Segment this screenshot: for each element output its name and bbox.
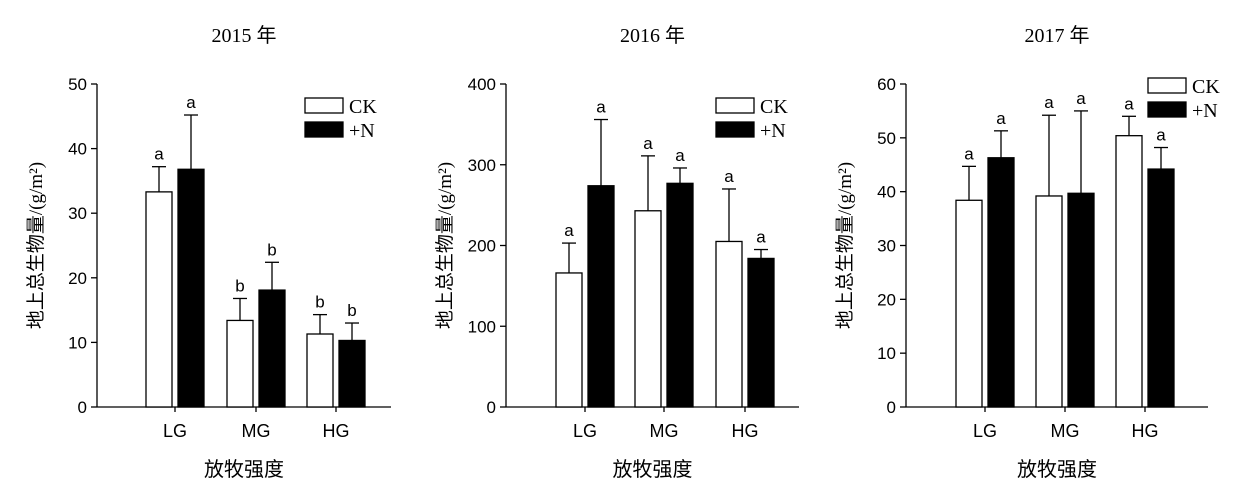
y-axis-label: 地上总生物量/(g/m²) <box>25 162 47 329</box>
significance-label: b <box>315 293 324 312</box>
bar-ck-lg <box>145 191 173 408</box>
significance-label: a <box>564 221 574 240</box>
x-axis-label: 放牧强度 <box>613 458 693 481</box>
legend-swatch-ck <box>1147 77 1187 94</box>
x-tick-label: MG <box>1051 421 1080 441</box>
significance-label: a <box>596 98 606 117</box>
legend: CK+N <box>1147 76 1220 122</box>
x-tick-label: LG <box>573 421 597 441</box>
y-tick-label: 400 <box>468 75 496 94</box>
significance-label: a <box>1124 94 1134 113</box>
y-axis-label: 地上总生物量/(g/m²) <box>434 162 456 329</box>
legend-swatch-ck <box>715 97 755 114</box>
significance-label: a <box>643 134 653 153</box>
bar-ck-hg <box>306 333 334 408</box>
y-tick-label: 50 <box>68 75 87 94</box>
y-tick-label: 40 <box>68 140 87 159</box>
bar-n-lg <box>587 185 615 408</box>
legend-label: CK <box>760 96 788 118</box>
chart-panel-2: 2016 年 0 100 200 300 400 地上总生物量/(g/m²) LG MG HG 放牧… <box>434 24 799 481</box>
significance-label: a <box>964 144 974 163</box>
x-tick-label: LG <box>973 421 997 441</box>
y-tick-label: 10 <box>68 333 87 352</box>
significance-label: a <box>154 145 164 164</box>
legend-label: +N <box>760 120 786 142</box>
x-tick-label: HG <box>323 421 350 441</box>
y-tick-label: 0 <box>887 398 896 417</box>
y-tick-label: 30 <box>68 204 87 223</box>
y-tick-label: 0 <box>78 398 87 417</box>
significance-label: b <box>235 276 244 295</box>
legend: CK+N <box>715 96 788 142</box>
bar-ck-hg <box>715 240 743 408</box>
significance-label: a <box>756 228 766 247</box>
significance-label: a <box>675 146 685 165</box>
legend-label: CK <box>1192 76 1220 98</box>
bar-n-hg <box>747 257 775 408</box>
legend: CK+N <box>304 96 377 142</box>
y-axis-label: 地上总生物量/(g/m²) <box>834 162 856 329</box>
x-tick-label: HG <box>1132 421 1159 441</box>
legend-swatch-n <box>304 121 344 138</box>
legend-label: +N <box>349 120 375 142</box>
bar-n-mg <box>1067 192 1095 408</box>
significance-label: a <box>186 93 196 112</box>
bar-n-hg <box>338 339 366 408</box>
chart-title: 2017 年 <box>1025 24 1090 47</box>
y-tick-label: 40 <box>877 183 896 202</box>
y-tick-label: 0 <box>487 398 496 417</box>
bar-n-hg <box>1147 168 1175 408</box>
y-tick-label: 60 <box>877 75 896 94</box>
y-tick-label: 100 <box>468 317 496 336</box>
bar-ck-mg <box>1035 195 1063 408</box>
significance-label: a <box>1156 126 1166 145</box>
x-axis-label: 放牧强度 <box>204 458 284 481</box>
chart-panel-1: 2015 年 0 10 20 30 40 50 地上总生物量/(g/m²) LG MG HG 放牧强度… <box>25 24 391 481</box>
legend-label: +N <box>1192 100 1218 122</box>
significance-label: a <box>724 167 734 186</box>
significance-label: a <box>1076 89 1086 108</box>
x-tick-label: HG <box>732 421 759 441</box>
bar-n-mg <box>258 289 286 408</box>
chart-panel-3: 2017 年 0 10 20 30 40 50 60 地上总生物量/(g/m²) LG MG HG 放牧… <box>834 24 1220 481</box>
legend-swatch-n <box>715 121 755 138</box>
x-tick-label: LG <box>163 421 187 441</box>
bar-ck-mg <box>634 210 662 408</box>
bar-n-mg <box>666 182 694 408</box>
bar-ck-lg <box>955 199 983 408</box>
bar-ck-lg <box>555 272 583 408</box>
y-tick-label: 20 <box>68 269 87 288</box>
y-tick-label: 200 <box>468 237 496 256</box>
bar-ck-hg <box>1115 135 1143 408</box>
x-tick-label: MG <box>242 421 271 441</box>
y-tick-label: 30 <box>877 237 896 256</box>
legend-label: CK <box>349 96 377 118</box>
bar-n-lg <box>987 157 1015 408</box>
chart-title: 2015 年 <box>212 24 277 47</box>
y-tick-label: 300 <box>468 156 496 175</box>
y-tick-label: 20 <box>877 290 896 309</box>
significance-label: b <box>347 301 356 320</box>
y-tick-label: 50 <box>877 129 896 148</box>
y-tick-label: 10 <box>877 344 896 363</box>
x-tick-label: MG <box>650 421 679 441</box>
significance-label: a <box>996 109 1006 128</box>
x-axis-label: 放牧强度 <box>1017 458 1097 481</box>
bar-n-lg <box>177 168 205 408</box>
significance-label: a <box>1044 93 1054 112</box>
bar-ck-mg <box>226 319 254 408</box>
chart-title: 2016 年 <box>620 24 685 47</box>
legend-swatch-ck <box>304 97 344 114</box>
significance-label: b <box>267 240 276 259</box>
legend-swatch-n <box>1147 101 1187 118</box>
